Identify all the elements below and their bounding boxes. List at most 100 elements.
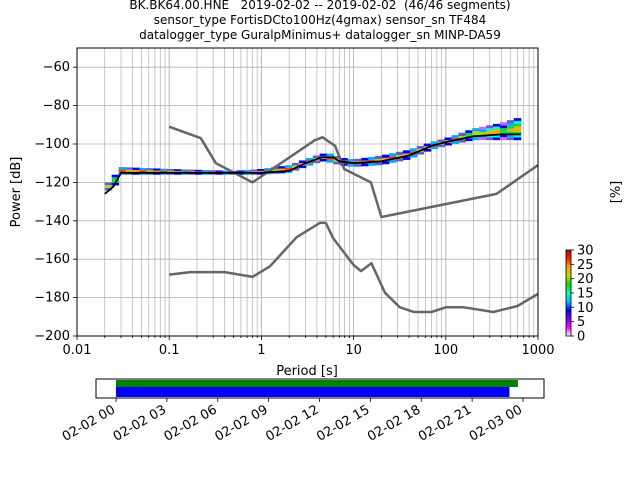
noise-model-low-curve (169, 221, 539, 314)
psd-cell (104, 185, 113, 188)
psd-cell (222, 170, 231, 173)
y-tick-label: −140 (34, 214, 70, 229)
x-tick-label: 100 (433, 343, 458, 358)
psd-cell (326, 153, 335, 157)
psd-cell (340, 163, 348, 166)
psd-cell (271, 169, 279, 172)
psd-cell (215, 173, 224, 175)
psd-cell (354, 158, 362, 162)
x-tick-label: 1000 (521, 343, 554, 358)
psd-cell (506, 137, 515, 141)
psd-cell (451, 135, 459, 139)
psd-cell (333, 156, 341, 159)
psd-cell (486, 131, 494, 135)
timeline-tick-label: 02-02 12 (263, 402, 321, 444)
psd-cell (236, 173, 244, 175)
psd-cell (194, 173, 203, 175)
psd-cell (208, 170, 217, 172)
psd-cell (499, 125, 508, 129)
psd-cell (104, 187, 113, 191)
psd-cell (146, 170, 154, 173)
psd-cell (458, 139, 466, 143)
y-tick-label: −120 (34, 175, 70, 190)
timeline-tick-label: 02-02 15 (314, 402, 372, 444)
psd-cell (479, 137, 487, 141)
psd-cell (264, 168, 272, 171)
psd-cell (305, 157, 314, 161)
psd-cell (298, 165, 307, 169)
psd-cell (409, 154, 418, 158)
psd-cell (187, 169, 196, 172)
psd-cell (486, 137, 494, 141)
psd-cell (125, 167, 133, 170)
x-tick-label: 10 (345, 343, 362, 358)
psd-cell (430, 141, 439, 144)
psd-cell (368, 156, 376, 160)
y-tick-label: −60 (43, 60, 70, 75)
psd-cell (312, 155, 321, 159)
psd-cell (493, 137, 501, 141)
x-axis-label: Period [s] (276, 364, 338, 379)
psd-cell (513, 129, 522, 132)
psd-cell (465, 130, 473, 134)
psd-cell (361, 157, 369, 161)
psd-cell (382, 157, 390, 162)
psd-cell (423, 148, 432, 152)
psd-cell (174, 169, 182, 172)
grid-layer (76, 48, 539, 337)
y-tick-label: −160 (34, 252, 70, 267)
chart-title-line-3: datalogger_type GuralpMinimus+ datalogge… (139, 28, 501, 42)
psd-cell (382, 154, 390, 158)
psd-cell (243, 173, 251, 175)
psd-cell (423, 143, 432, 147)
y-axis-label: Power [dB] (9, 157, 24, 228)
psd-cell (285, 167, 293, 171)
psd-cell (319, 158, 328, 162)
psd-cell (326, 159, 335, 163)
psd-cell (257, 170, 265, 173)
psd-cell (312, 160, 321, 164)
psd-cell (430, 146, 439, 150)
psd-cell (257, 172, 265, 175)
colorbar-tick-label: 0 (577, 330, 585, 345)
psd-cell (486, 125, 494, 129)
psd-coverage-bar (116, 387, 510, 397)
psd-cell (187, 173, 196, 175)
psd-cell (479, 129, 487, 133)
timeline-tick-label: 02-02 00 (60, 402, 118, 444)
psd-cell (451, 141, 459, 145)
psd-cell (513, 120, 522, 124)
psd-cell (291, 162, 300, 166)
y-tick-label: −200 (34, 329, 70, 344)
psd-cell (513, 123, 522, 127)
timeline-tick-label: 02-03 00 (467, 402, 525, 444)
y-tick-label: −180 (34, 291, 70, 306)
curve-layer (104, 125, 539, 314)
psd-cell (181, 169, 189, 172)
psd-cell (382, 161, 390, 165)
psd-cell (402, 156, 411, 160)
psd-cell (513, 131, 522, 135)
colorbar-bar (565, 249, 572, 337)
psd-cell (499, 134, 508, 138)
psd-cell (174, 172, 182, 175)
psd-cell (395, 158, 404, 162)
psd-cell (506, 128, 515, 132)
psd-cell (319, 153, 328, 157)
psd-cell (291, 168, 300, 171)
psd-cell (493, 134, 501, 138)
psd-cell (104, 182, 113, 186)
psd-cell (194, 169, 203, 172)
psd-cell (499, 131, 508, 135)
psd-cell (506, 125, 515, 129)
psd-cell (111, 174, 120, 178)
psd-cell (513, 118, 522, 121)
psd-cell (499, 137, 508, 141)
timeline-tick-label: 02-02 03 (111, 402, 169, 444)
psd-cell (361, 163, 369, 167)
psd-cell (347, 164, 355, 167)
